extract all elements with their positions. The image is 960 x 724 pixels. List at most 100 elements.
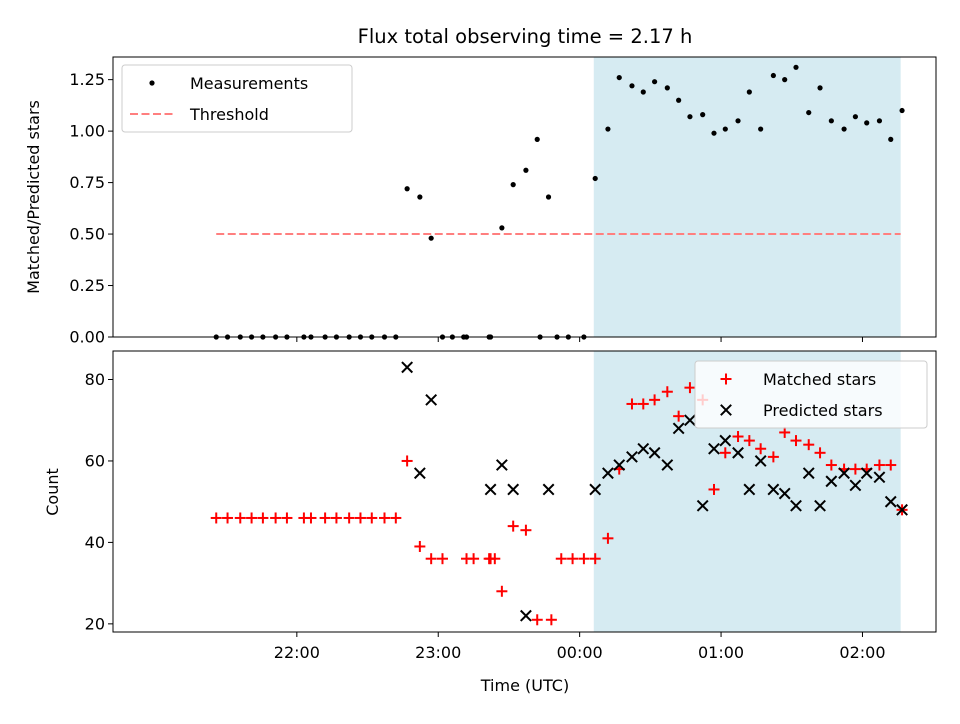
- top-panel: 0.00 0.25 0.50 0.75 1.00 1.25 Matched/Predict…: [24, 56, 937, 347]
- bottom-y-axis-label: Count: [43, 468, 62, 516]
- bottom-panel-frame: [112, 350, 937, 633]
- measurement-point: [735, 118, 741, 124]
- measurement-point: [899, 107, 905, 114]
- bottom-x-axis: 22:00 23:00 00:00 01:00 02:00: [274, 632, 886, 662]
- legend-measurements-label: Measurements: [190, 74, 308, 93]
- matched-star-point: [814, 447, 826, 459]
- matched-star-point: [531, 614, 543, 626]
- matched-star-point: [825, 459, 837, 471]
- predicted-star-point: [602, 467, 614, 480]
- bottom-y-tick-label: 40: [85, 533, 105, 552]
- measurement-point: [841, 126, 847, 132]
- bottom-y-tick-label: 80: [85, 370, 105, 389]
- predicted-star-point: [684, 414, 696, 427]
- predicted-star-point: [613, 459, 626, 471]
- top-y-tick-label: 0.75: [69, 173, 105, 192]
- matched-star-point: [222, 512, 234, 524]
- measurement-point: [616, 74, 622, 81]
- measurement-point: [711, 130, 717, 136]
- matched-star-point: [354, 512, 366, 524]
- measurement-point: [876, 118, 883, 124]
- matched-star-point: [319, 512, 331, 524]
- measurement-point: [499, 225, 505, 231]
- measurement-point: [640, 89, 646, 95]
- matched-star-point: [555, 553, 567, 565]
- predicted-star-point: [790, 499, 802, 512]
- matched-star-point: [496, 585, 508, 597]
- matched-star-point: [637, 398, 649, 410]
- matched-star-point: [673, 410, 685, 422]
- predicted-star-point: [520, 609, 532, 622]
- bottom-x-tick-label: 02:00: [839, 643, 885, 662]
- matched-star-point: [649, 394, 661, 406]
- top-shaded-region: [593, 57, 901, 337]
- predicted-star-point: [767, 483, 780, 496]
- measurement-point: [793, 64, 799, 70]
- matched-star-point: [719, 447, 731, 459]
- matched-star-point: [366, 512, 378, 524]
- predicted-star-point: [825, 475, 838, 488]
- top-y-tick-label: 1.00: [69, 122, 105, 141]
- matched-star-point: [485, 553, 497, 565]
- top-y-tick-label: 1.25: [69, 70, 105, 89]
- matched-star-point: [578, 553, 590, 565]
- matched-star-point: [343, 512, 355, 524]
- predicted-star-point: [708, 442, 720, 455]
- predicted-star-point: [637, 442, 650, 455]
- measurement-point: [534, 136, 540, 142]
- matched-star-point: [767, 451, 779, 463]
- bottom-y-axis: 20 40 60 80: [85, 370, 113, 633]
- measurement-point: [687, 114, 693, 120]
- top-panel-frame: [112, 56, 937, 338]
- predicted-star-point: [860, 467, 873, 480]
- matched-star-point: [885, 459, 897, 471]
- predicted-star-point: [589, 483, 602, 496]
- chart-title: Flux total observing time = 2.17 h: [358, 25, 693, 48]
- matched-star-point: [849, 463, 861, 475]
- matched-star-point: [602, 532, 614, 544]
- predicted-star-point: [743, 483, 756, 496]
- measurement-point: [510, 182, 516, 188]
- matched-star-point: [661, 386, 673, 398]
- predicted-star-point: [626, 450, 638, 463]
- matched-star-point: [545, 614, 557, 626]
- top-y-tick-label: 0.50: [69, 225, 105, 244]
- x-axis-label: Time (UTC): [480, 676, 569, 695]
- predicted-star-point: [838, 467, 850, 480]
- measurement-point: [545, 194, 552, 200]
- matched-star-point: [390, 512, 402, 524]
- predicted-star-point: [484, 483, 497, 496]
- predicted-star-point: [648, 446, 661, 459]
- predicted-star-point: [802, 467, 815, 480]
- legend-threshold-label: Threshold: [189, 105, 269, 124]
- matched-star-point: [589, 553, 601, 565]
- predicted-star-point: [425, 393, 438, 406]
- matched-star-point: [507, 520, 519, 532]
- measurement-point: [806, 109, 812, 116]
- matched-star-point: [803, 439, 815, 451]
- predicted-star-point: [814, 499, 826, 512]
- predicted-star-point: [849, 479, 862, 492]
- top-legend-box: [121, 64, 353, 133]
- top-x-ticks: [296, 337, 863, 342]
- measurement-point: [651, 79, 658, 85]
- measurement-point: [722, 126, 728, 132]
- measurement-point: [888, 136, 894, 142]
- measurement-point: [605, 126, 611, 132]
- measurement-point: [664, 85, 670, 91]
- matched-star-point: [210, 512, 222, 524]
- predicted-star-point: [672, 422, 685, 435]
- measurement-point: [864, 120, 870, 126]
- matched-star-point: [305, 512, 317, 524]
- measurement-point: [852, 114, 858, 120]
- matched-star-point: [779, 426, 791, 438]
- matched-star-point: [379, 512, 391, 524]
- matched-star-point: [246, 512, 258, 524]
- measurement-point: [817, 85, 823, 91]
- bottom-x-tick-label: 01:00: [698, 643, 744, 662]
- bottom-y-tick-label: 20: [85, 614, 105, 633]
- predicted-star-point: [696, 499, 709, 512]
- top-y-axis-label: Matched/Predicted stars: [24, 100, 43, 294]
- matched-star-point: [567, 553, 579, 565]
